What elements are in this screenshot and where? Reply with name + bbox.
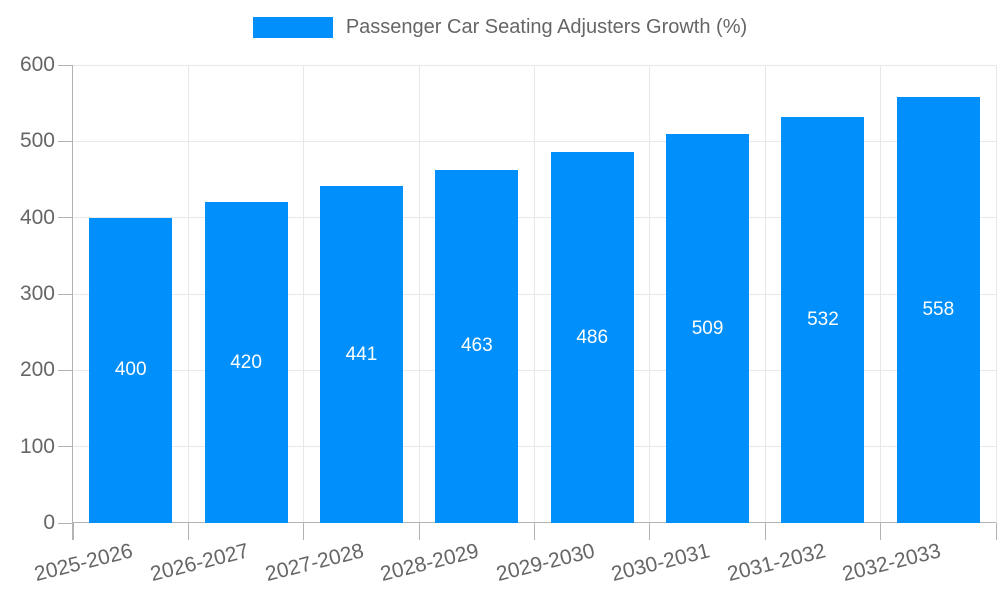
x-axis-tick <box>418 523 420 540</box>
y-axis-label: 400 <box>19 205 55 229</box>
bar-2026-2027[interactable]: 420 <box>204 202 288 523</box>
x-axis-tick <box>995 523 997 540</box>
y-axis-tick <box>58 369 72 371</box>
bar-value-label: 420 <box>230 351 262 373</box>
x-axis-label: 2029-2030 <box>493 539 597 586</box>
y-axis-tick <box>58 293 72 295</box>
x-axis-label: 2026-2027 <box>147 539 251 586</box>
y-axis-tick <box>58 140 72 142</box>
x-axis-label: 2032-2033 <box>839 539 943 586</box>
x-axis-label: 2031-2032 <box>724 539 828 586</box>
legend-swatch[interactable] <box>252 17 333 38</box>
y-axis-label: 200 <box>19 358 55 382</box>
y-axis-label: 100 <box>19 434 55 458</box>
gridline-vertical <box>418 65 420 523</box>
x-axis-tick <box>764 523 766 540</box>
x-axis-tick <box>187 523 189 540</box>
bar-value-label: 532 <box>807 308 839 330</box>
x-axis-tick <box>534 523 535 540</box>
bar-value-label: 441 <box>345 343 378 365</box>
x-axis-tick <box>72 523 74 540</box>
plot-area: 0 100 200 300 400 500 600 400 420 441 463 486 509 532… <box>20 53 997 586</box>
x-axis-label: 2025-2026 <box>32 539 136 586</box>
y-axis-label: 600 <box>19 53 55 76</box>
bar-2027-2028[interactable]: 441 <box>319 186 403 523</box>
legend-label[interactable]: Passenger Car Seating Adjusters Growth (… <box>345 16 748 38</box>
gridline-vertical <box>995 65 997 523</box>
gridline-vertical <box>649 65 651 523</box>
y-axis-tick <box>58 522 72 524</box>
gridline-vertical <box>303 65 305 523</box>
y-axis-line <box>72 65 73 540</box>
x-axis-tick <box>880 523 882 540</box>
x-axis-line <box>72 522 996 523</box>
y-axis-label: 0 <box>43 511 55 534</box>
x-axis-label: 2027-2028 <box>263 539 367 586</box>
x-axis-tick <box>303 523 305 540</box>
bar-2028-2029[interactable]: 463 <box>435 169 519 523</box>
y-axis-tick <box>58 446 72 448</box>
x-axis-label: 2030-2031 <box>609 539 713 586</box>
gridline-vertical <box>187 65 189 523</box>
bar-value-label: 509 <box>691 317 724 339</box>
y-axis-tick <box>58 64 72 66</box>
x-axis-tick <box>649 523 651 540</box>
bar-2030-2031[interactable]: 509 <box>666 134 750 523</box>
y-axis-tick <box>58 217 72 219</box>
bar-2029-2030[interactable]: 486 <box>550 152 634 523</box>
gridline-vertical <box>880 65 882 523</box>
x-axis-label: 2028-2029 <box>378 539 482 586</box>
gridline-vertical <box>534 65 535 523</box>
bar-value-label: 558 <box>922 299 955 321</box>
bar-2032-2033[interactable]: 558 <box>896 97 980 523</box>
y-axis-label: 300 <box>19 282 55 305</box>
y-axis-label: 500 <box>19 129 55 153</box>
bar-value-label: 400 <box>114 359 147 381</box>
bar-2031-2032[interactable]: 532 <box>781 116 865 523</box>
bar-value-label: 463 <box>460 335 493 357</box>
gridline-vertical <box>764 65 766 523</box>
bar-2025-2026[interactable]: 400 <box>89 217 173 523</box>
bar-value-label: 486 <box>576 326 609 348</box>
legend: Passenger Car Seating Adjusters Growth (… <box>0 16 1000 39</box>
